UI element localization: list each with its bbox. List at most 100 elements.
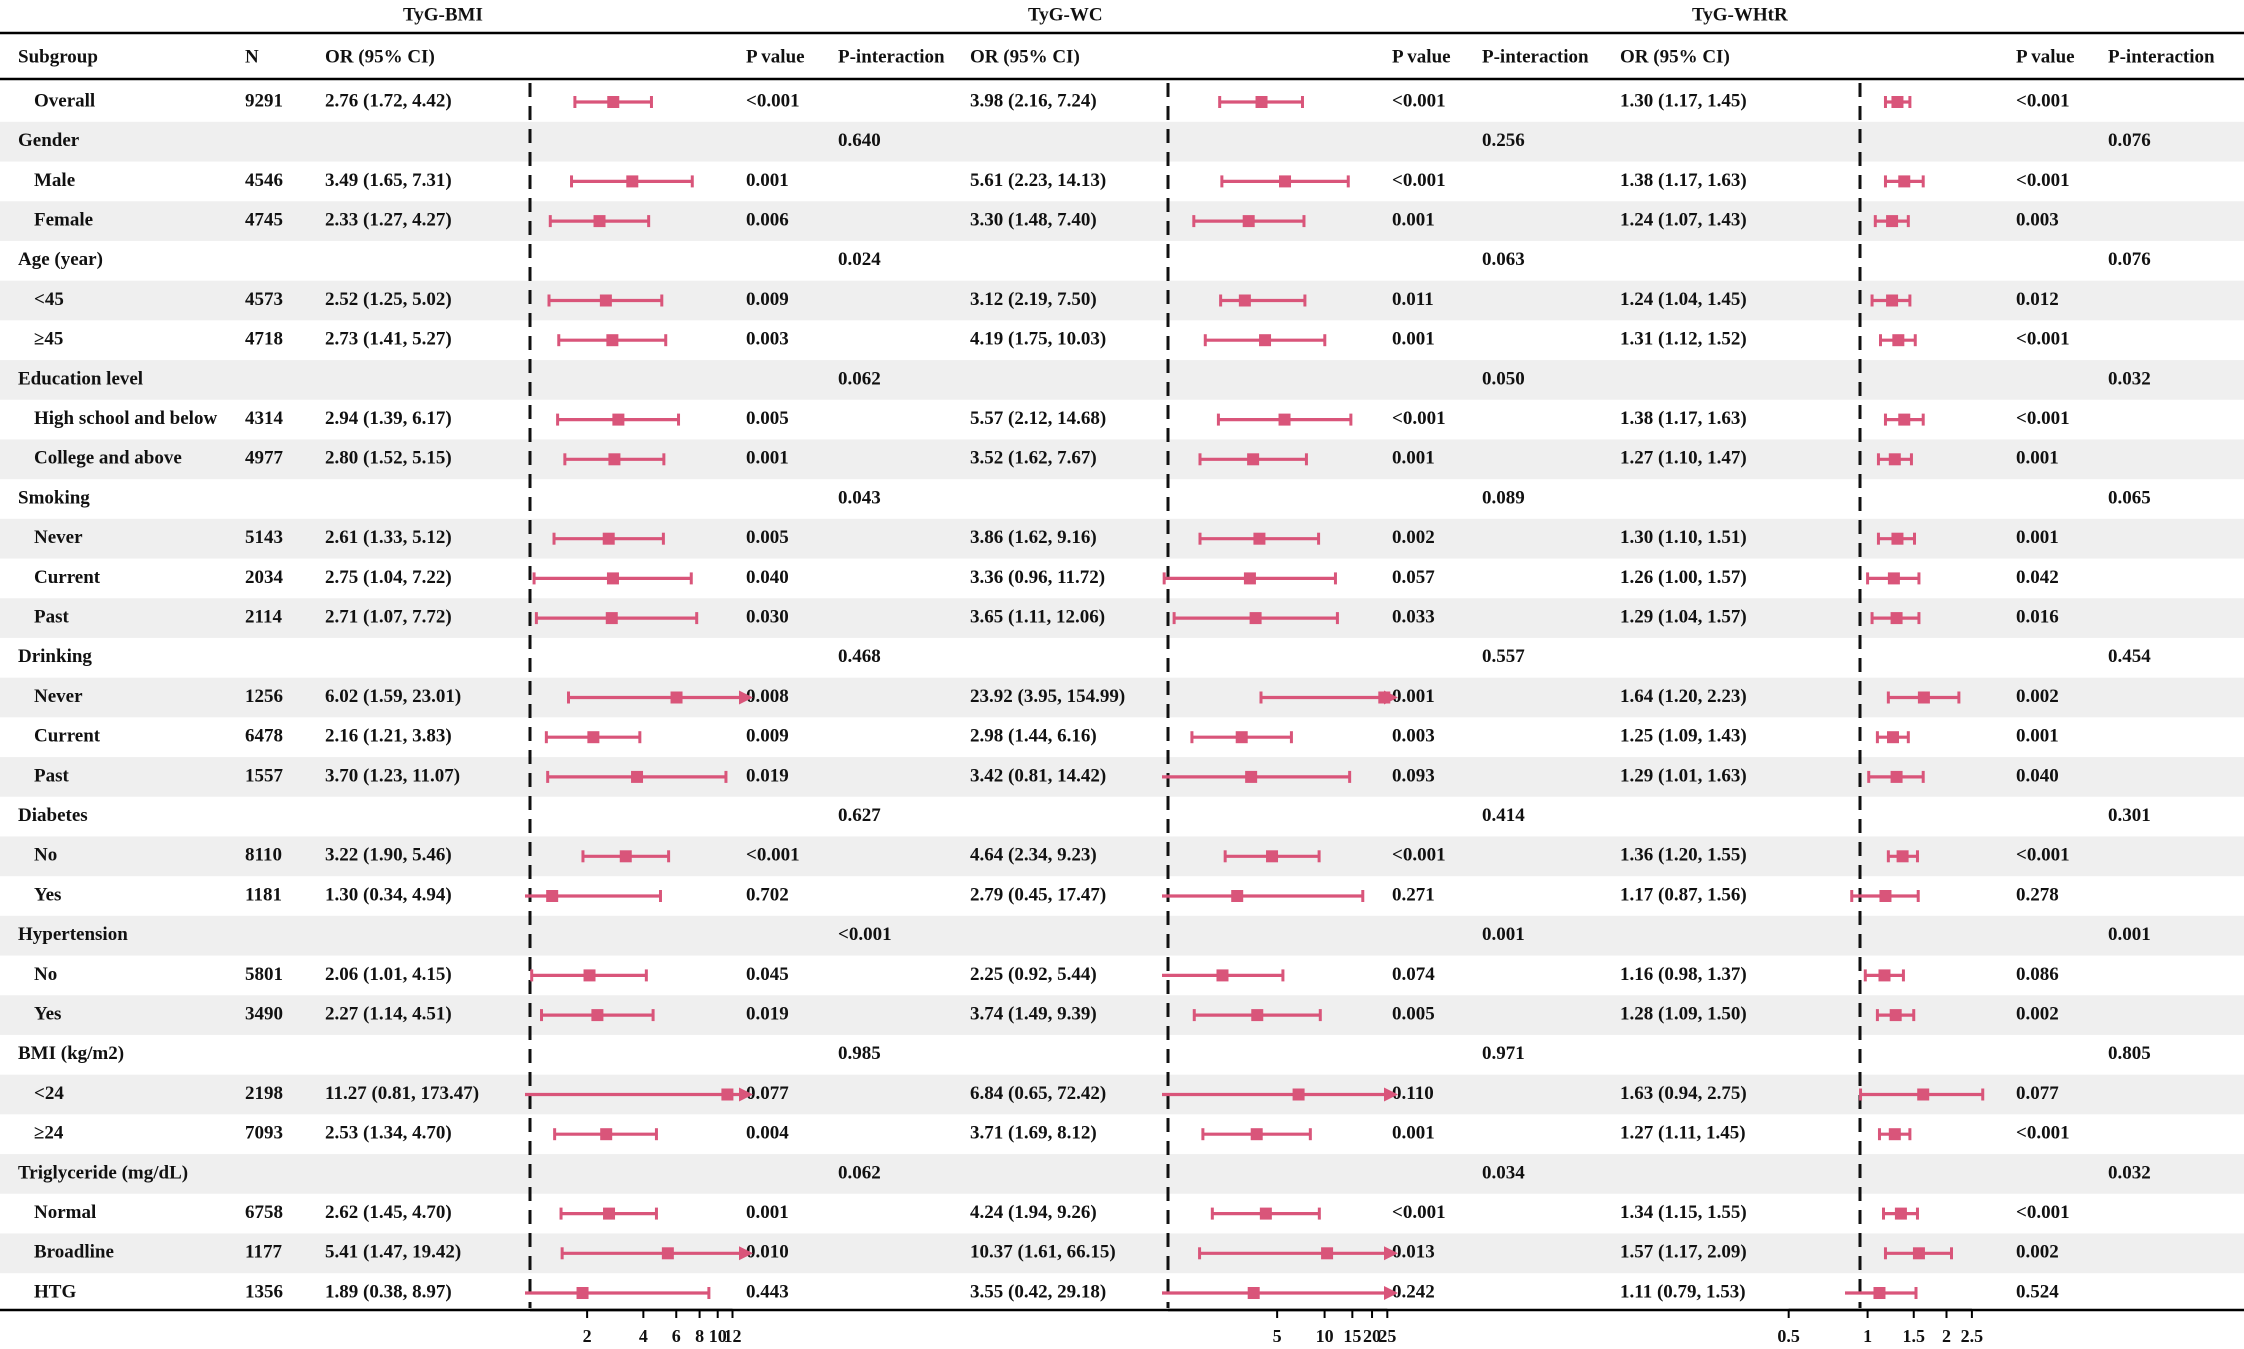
or-ci-bmi: 2.80 (1.52, 5.15) bbox=[325, 448, 452, 469]
or-ci-wc: 3.98 (2.16, 7.24) bbox=[970, 90, 1097, 111]
p-interaction-wc: 0.001 bbox=[1482, 924, 1525, 945]
or-ci-bmi: 3.22 (1.90, 5.46) bbox=[325, 845, 452, 866]
or-point-wc bbox=[1247, 1287, 1260, 1299]
or-point-wc bbox=[1243, 572, 1256, 585]
x-tick-label-wc: 25 bbox=[1378, 1326, 1396, 1346]
or-point-whtr bbox=[1894, 1207, 1907, 1220]
or-point-whtr bbox=[1873, 1287, 1886, 1299]
subgroup-label: Current bbox=[34, 726, 101, 747]
p-value-whtr: 0.001 bbox=[2016, 448, 2059, 469]
or-ci-bmi: 11.27 (0.81, 173.47) bbox=[325, 1083, 479, 1104]
row-stripe bbox=[0, 201, 2244, 241]
or-ci-whtr: 1.26 (1.00, 1.57) bbox=[1620, 567, 1747, 588]
or-ci-wc: 3.86 (1.62, 9.16) bbox=[970, 527, 1097, 548]
header-or-bmi: OR (95% CI) bbox=[325, 46, 435, 67]
subgroup-label: No bbox=[34, 964, 57, 985]
ci-arrow-wc bbox=[1384, 1246, 1398, 1261]
p-interaction-wc: 0.971 bbox=[1482, 1043, 1525, 1064]
x-tick-label-bmi: 2 bbox=[583, 1326, 592, 1346]
or-ci-bmi: 3.70 (1.23, 11.07) bbox=[325, 765, 460, 786]
or-ci-whtr: 1.11 (0.79, 1.53) bbox=[1620, 1281, 1746, 1302]
n-value: 2034 bbox=[245, 567, 284, 588]
or-point-whtr bbox=[1878, 969, 1891, 982]
p-value-bmi: <0.001 bbox=[746, 845, 800, 866]
n-value: 1177 bbox=[245, 1242, 282, 1263]
header-pvalue-bmi: P value bbox=[746, 46, 805, 67]
or-ci-whtr: 1.63 (0.94, 2.75) bbox=[1620, 1083, 1747, 1104]
n-value: 7093 bbox=[245, 1123, 283, 1144]
or-point-wc bbox=[1259, 1207, 1272, 1220]
n-value: 6478 bbox=[245, 726, 283, 747]
p-value-bmi: 0.030 bbox=[746, 606, 789, 627]
or-ci-whtr: 1.24 (1.04, 1.45) bbox=[1620, 289, 1747, 310]
p-value-bmi: 0.005 bbox=[746, 408, 789, 429]
p-value-bmi: 0.040 bbox=[746, 567, 789, 588]
n-value: 1557 bbox=[245, 765, 284, 786]
x-tick-label-whtr: 0.5 bbox=[1777, 1326, 1800, 1346]
or-point-whtr bbox=[1912, 1247, 1925, 1260]
or-ci-wc: 10.37 (1.61, 66.15) bbox=[970, 1242, 1116, 1263]
x-tick-label-whtr: 1.5 bbox=[1902, 1326, 1925, 1346]
or-point-bmi bbox=[546, 890, 559, 902]
or-point-whtr bbox=[1892, 334, 1905, 347]
or-ci-whtr: 1.38 (1.17, 1.63) bbox=[1620, 170, 1747, 191]
header-pvalue-wc: P value bbox=[1392, 46, 1451, 67]
or-point-wc bbox=[1292, 1088, 1305, 1101]
or-point-wc bbox=[1250, 1128, 1263, 1141]
or-ci-wc: 3.71 (1.69, 8.12) bbox=[970, 1123, 1097, 1144]
or-ci-bmi: 2.94 (1.39, 6.17) bbox=[325, 408, 452, 429]
subgroup-label: Female bbox=[34, 209, 93, 230]
or-ci-wc: 2.79 (0.45, 17.47) bbox=[970, 884, 1106, 905]
row-stripe bbox=[0, 1233, 2244, 1274]
p-value-bmi: 0.009 bbox=[746, 289, 789, 310]
subgroup-header: Smoking bbox=[18, 487, 90, 508]
p-interaction-whtr: 0.001 bbox=[2108, 924, 2151, 945]
p-value-bmi: 0.045 bbox=[746, 964, 789, 985]
p-interaction-wc: 0.256 bbox=[1482, 130, 1525, 151]
p-interaction-bmi: 0.640 bbox=[838, 130, 881, 151]
subgroup-label: Overall bbox=[34, 90, 95, 111]
row-stripe bbox=[0, 677, 2244, 718]
n-value: 2114 bbox=[245, 606, 282, 627]
p-value-whtr: 0.086 bbox=[2016, 964, 2059, 985]
or-point-bmi bbox=[605, 612, 618, 625]
p-value-wc: 0.110 bbox=[1392, 1083, 1434, 1104]
or-ci-bmi: 2.53 (1.34, 4.70) bbox=[325, 1123, 452, 1144]
panel-title-whtr: TyG-WHtR bbox=[1692, 4, 1788, 25]
subgroup-label: No bbox=[34, 845, 57, 866]
p-interaction-wc: 0.089 bbox=[1482, 487, 1525, 508]
or-point-bmi bbox=[661, 1247, 674, 1260]
or-ci-bmi: 1.30 (0.34, 4.94) bbox=[325, 884, 452, 905]
n-value: 4745 bbox=[245, 209, 283, 230]
p-interaction-bmi: 0.985 bbox=[838, 1043, 881, 1064]
subgroup-label: Broadline bbox=[34, 1242, 114, 1263]
subgroup-label: <24 bbox=[34, 1083, 64, 1104]
subgroup-label: Never bbox=[34, 686, 83, 707]
row-stripe bbox=[0, 995, 2244, 1035]
or-ci-wc: 2.98 (1.44, 6.16) bbox=[970, 726, 1097, 747]
or-point-wc bbox=[1238, 294, 1251, 307]
or-ci-wc: 6.84 (0.65, 72.42) bbox=[970, 1083, 1106, 1104]
p-value-wc: 0.001 bbox=[1392, 329, 1435, 350]
or-point-wc bbox=[1245, 770, 1258, 783]
p-value-wc: 0.057 bbox=[1392, 567, 1435, 588]
or-point-whtr bbox=[1886, 294, 1899, 307]
p-value-whtr: 0.077 bbox=[2016, 1083, 2059, 1104]
ci-arrow-wc bbox=[1384, 1286, 1398, 1300]
p-interaction-whtr: 0.032 bbox=[2108, 1162, 2151, 1183]
row-stripe bbox=[0, 598, 2244, 638]
p-value-whtr: 0.040 bbox=[2016, 765, 2059, 786]
row-stripe bbox=[0, 360, 2244, 400]
or-point-bmi bbox=[631, 770, 644, 783]
or-ci-whtr: 1.27 (1.11, 1.45) bbox=[1620, 1123, 1746, 1144]
or-ci-wc: 5.57 (2.12, 14.68) bbox=[970, 408, 1106, 429]
n-value: 6758 bbox=[245, 1202, 283, 1223]
or-point-bmi bbox=[619, 850, 632, 863]
p-value-whtr: <0.001 bbox=[2016, 90, 2070, 111]
n-value: 8110 bbox=[245, 845, 282, 866]
p-value-wc: 0.002 bbox=[1392, 527, 1435, 548]
or-ci-bmi: 2.61 (1.33, 5.12) bbox=[325, 527, 452, 548]
subgroup-header: Gender bbox=[18, 130, 80, 151]
p-value-wc: <0.001 bbox=[1392, 90, 1446, 111]
n-value: 1181 bbox=[245, 884, 282, 905]
